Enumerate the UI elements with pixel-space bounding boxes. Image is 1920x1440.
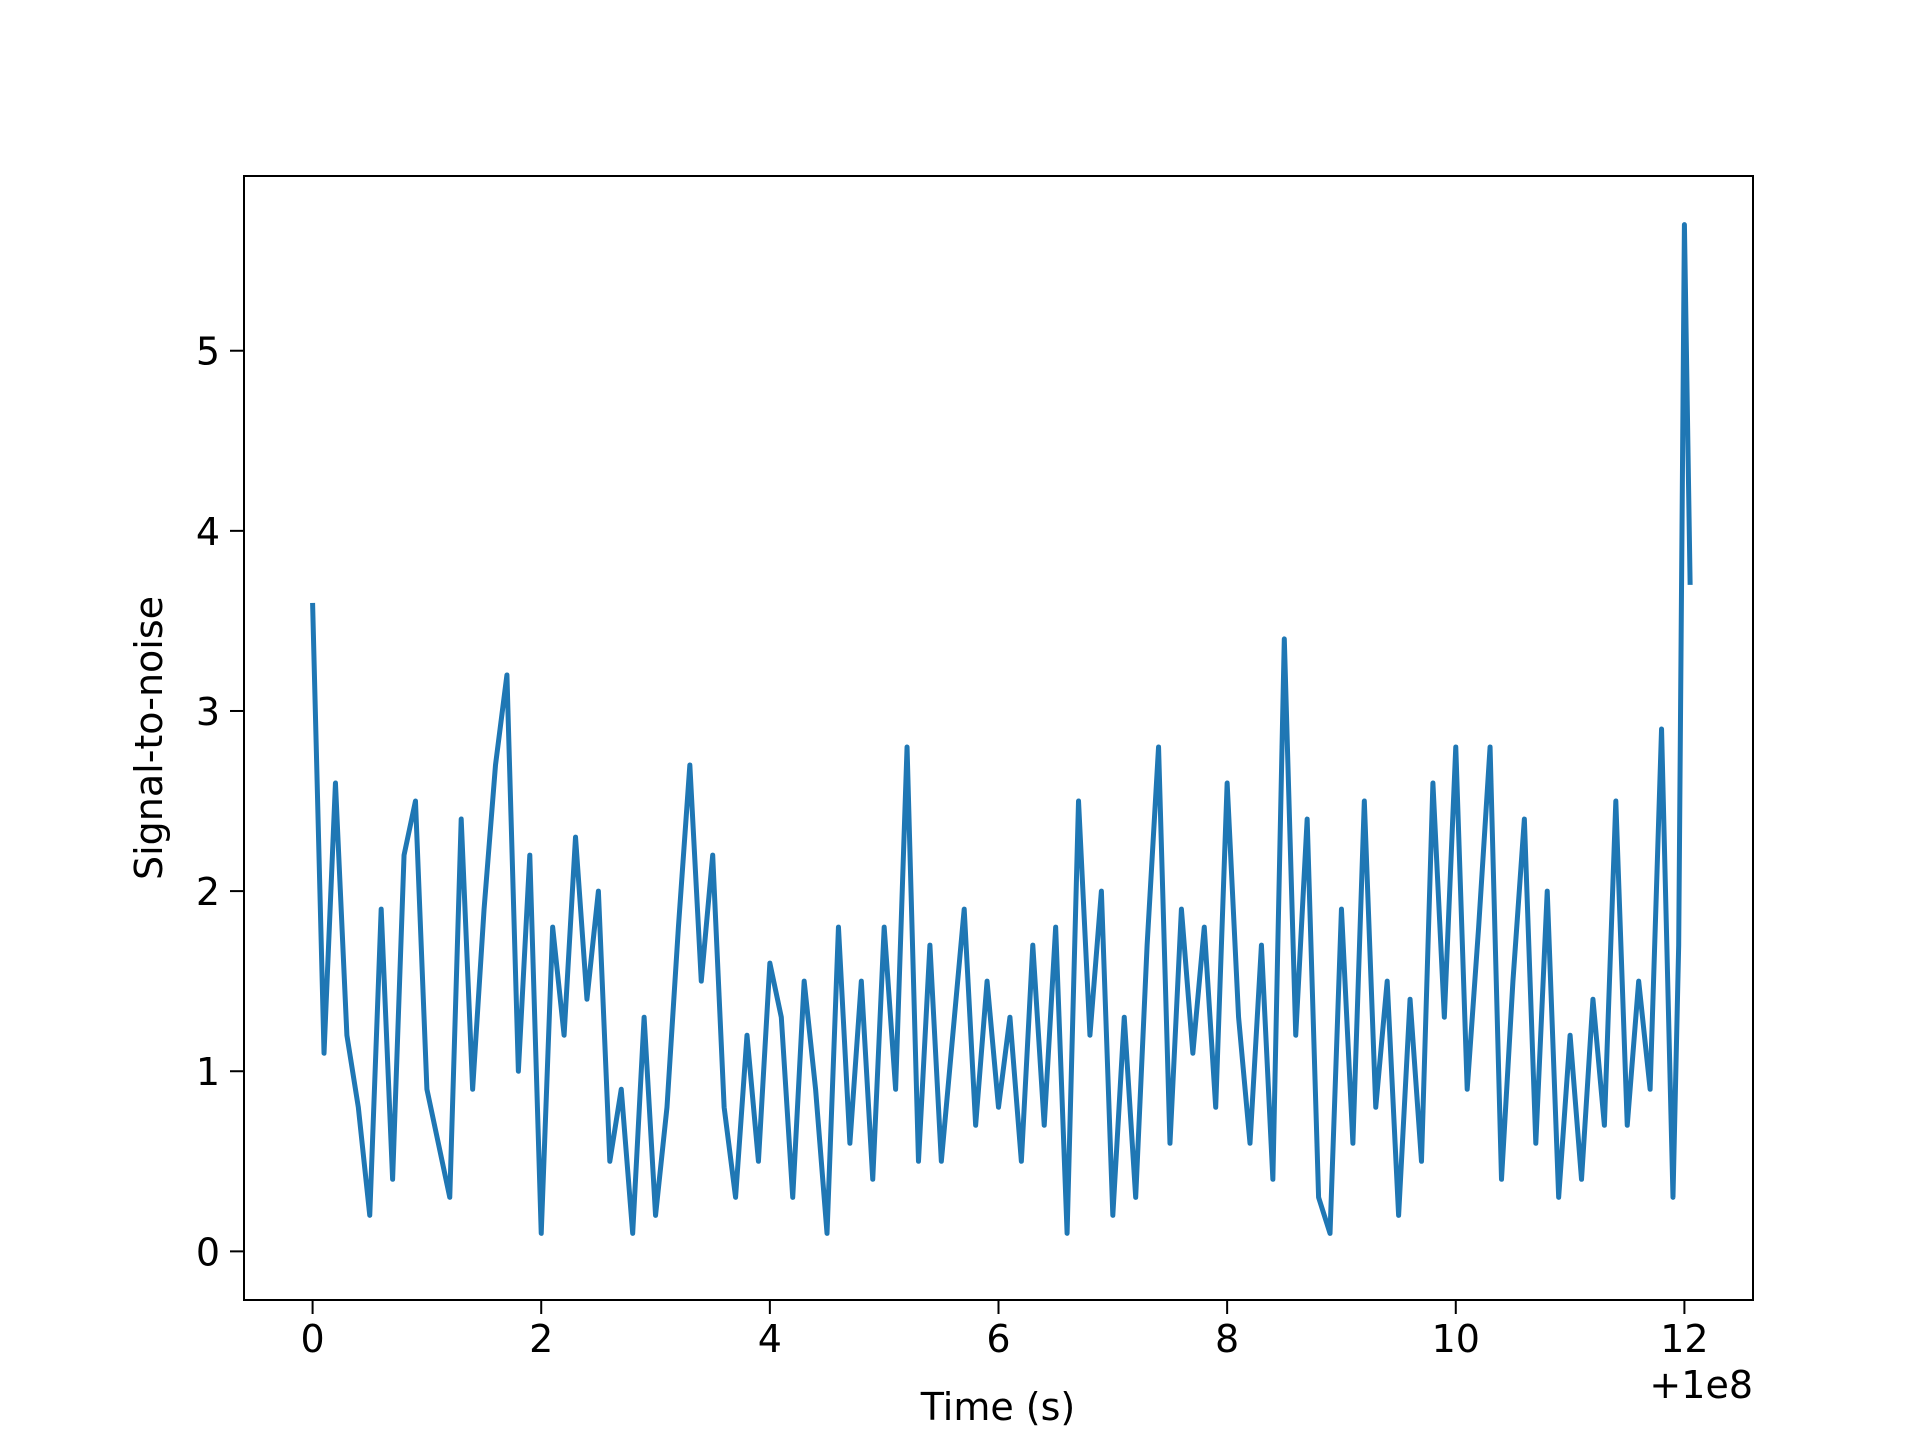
x-tick-label: 2 — [529, 1317, 553, 1361]
x-tick-label: 12 — [1660, 1317, 1708, 1361]
y-tick-label: 0 — [196, 1230, 220, 1274]
x-tick-label: 4 — [758, 1317, 782, 1361]
x-tick-label: 10 — [1432, 1317, 1480, 1361]
y-tick-label: 1 — [196, 1050, 220, 1094]
y-tick-label: 4 — [196, 510, 220, 554]
plot-frame — [243, 175, 1754, 1301]
x-tick-label: 6 — [986, 1317, 1010, 1361]
y-tick-label: 3 — [196, 690, 220, 734]
data-line — [310, 222, 1693, 1236]
x-offset-label: +1e8 — [1649, 1363, 1753, 1407]
x-tick-label: 0 — [300, 1317, 324, 1361]
x-axis-label: Time (s) — [920, 1385, 1076, 1429]
x-tick-label: 8 — [1215, 1317, 1239, 1361]
y-tick-label: 5 — [196, 330, 220, 374]
y-axis-label: Signal-to-noise — [127, 596, 171, 880]
y-tick-label: 2 — [196, 870, 220, 914]
